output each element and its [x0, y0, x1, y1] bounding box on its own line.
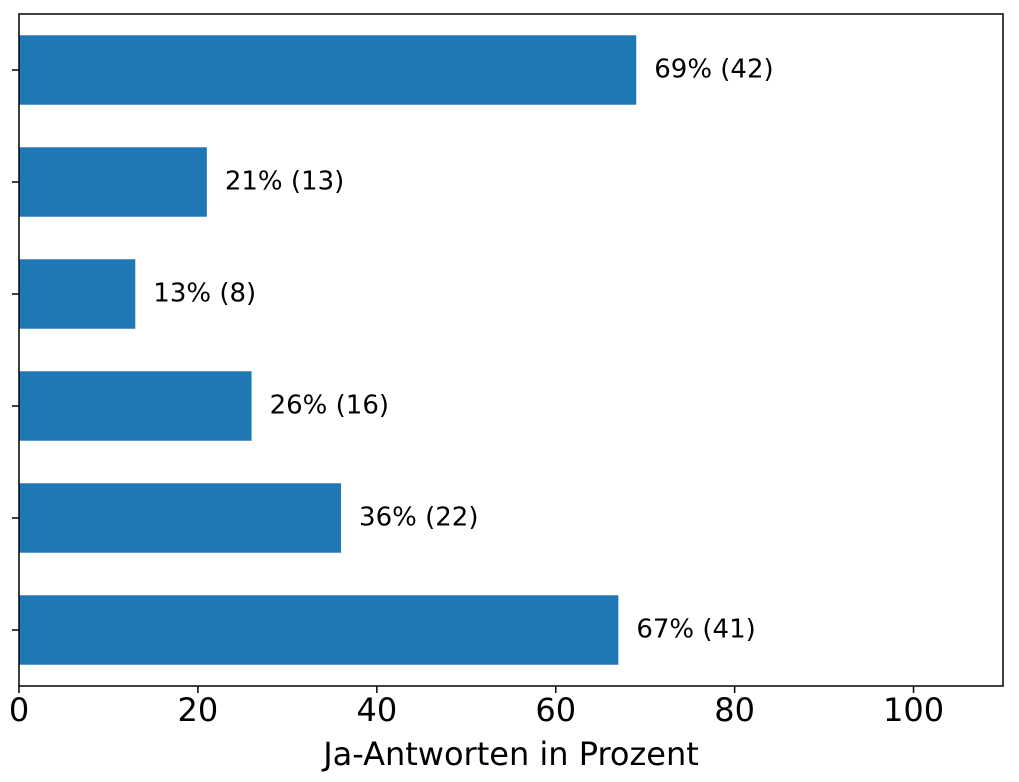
bar-value-label: 36% (22) — [359, 503, 478, 533]
bar-value-label: 26% (16) — [270, 391, 389, 421]
bar — [19, 35, 636, 104]
bar — [19, 147, 207, 216]
bar — [19, 483, 341, 552]
bar — [19, 259, 135, 328]
bar-value-label: 69% (42) — [654, 55, 773, 85]
x-tick-label: 80 — [714, 691, 755, 729]
bar — [19, 595, 618, 664]
chart-container: 69% (42) 21% (13) 13% (8) 26% (16) 36% (22) 6… — [0, 0, 1019, 782]
x-tick-label: 60 — [535, 691, 576, 729]
x-tick-label: 40 — [356, 691, 397, 729]
plot-background — [19, 14, 1003, 686]
x-axis-title: Ja-Antworten in Prozent — [321, 735, 699, 773]
x-tick-label: 0 — [9, 691, 29, 729]
x-tick-label: 100 — [883, 691, 944, 729]
bar-value-label: 21% (13) — [225, 167, 344, 197]
bar-value-label: 13% (8) — [153, 279, 256, 309]
chart-svg: 69% (42) 21% (13) 13% (8) 26% (16) 36% (22) 6… — [0, 0, 1019, 782]
bar-value-label: 67% (41) — [636, 615, 755, 645]
y-ticks-group — [12, 70, 19, 630]
bar — [19, 371, 252, 440]
x-tick-label: 20 — [178, 691, 219, 729]
x-ticks-group: 0 20 40 60 80 100 — [9, 686, 944, 729]
